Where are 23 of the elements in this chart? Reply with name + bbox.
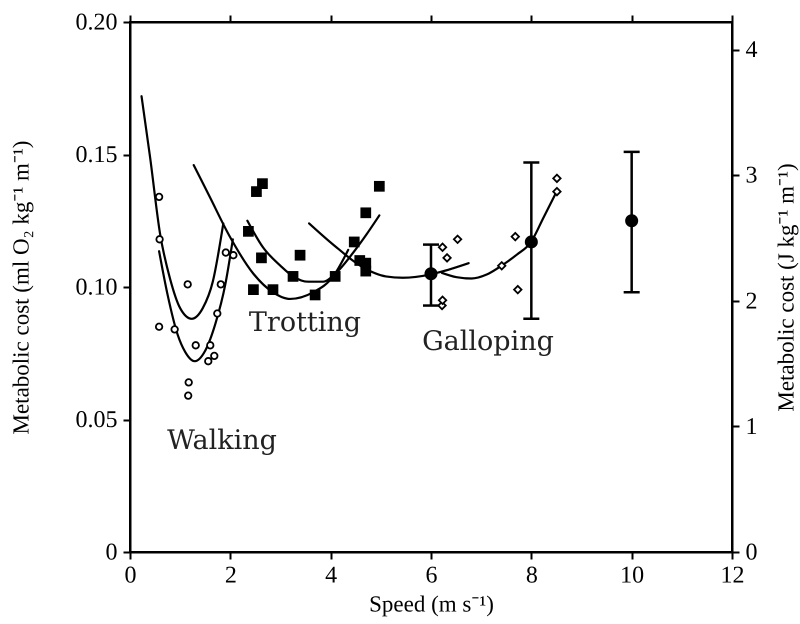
y2-tick-label: 3 — [746, 162, 758, 189]
x-tick-label: 12 — [720, 562, 744, 588]
annotation: Galloping — [422, 326, 554, 357]
y2-tick-label: 1 — [746, 414, 758, 440]
y2-tick-label: 4 — [746, 37, 758, 64]
x-tick-label: 4 — [325, 562, 338, 588]
y-tick-label: 0.10 — [76, 274, 118, 300]
annotation: Trotting — [248, 307, 362, 338]
annotation: Walking — [167, 425, 277, 456]
x-tick-label: 10 — [620, 562, 644, 588]
y-tick-label: 0.20 — [76, 10, 118, 36]
y-axis-title: Metabolic cost (ml O₂ kg⁻¹ m⁻¹) — [8, 140, 34, 434]
x-tick-label: 2 — [224, 562, 237, 588]
x-tick-label: 8 — [526, 562, 538, 588]
y-tick-label: 0.15 — [76, 142, 118, 168]
x-tick-label: 6 — [426, 562, 438, 588]
y2-axis-title: Metabolic cost (J kg⁻¹ m⁻¹) — [774, 163, 798, 412]
y2-tick-label: 0 — [746, 540, 758, 566]
x-tick-label: 0 — [124, 562, 136, 588]
y2-tick-label: 2 — [746, 288, 758, 314]
x-axis-title: Speed (m s⁻¹) — [369, 592, 494, 616]
y-tick-label: 0 — [106, 540, 118, 566]
y-tick-label: 0.05 — [76, 407, 118, 433]
